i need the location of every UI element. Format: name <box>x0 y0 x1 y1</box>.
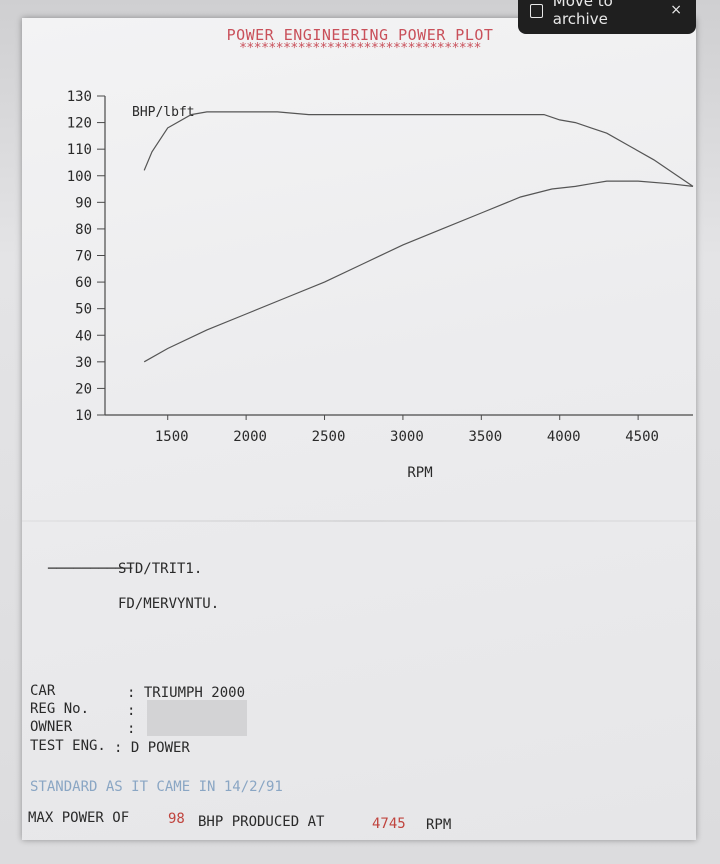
reg-label: REG No. <box>30 701 90 717</box>
max-power-suffix: RPM <box>426 817 452 833</box>
close-icon[interactable]: × <box>670 2 682 18</box>
archive-icon <box>530 4 543 18</box>
max-power-rpm: 4745 <box>372 816 406 832</box>
y-tick-label: 110 <box>67 142 92 158</box>
x-tick-label: 2000 <box>233 429 267 445</box>
x-tick-label: 4500 <box>625 429 659 445</box>
y-tick-label: 90 <box>75 195 92 211</box>
series-line-2 <box>143 180 694 363</box>
x-tick-label: 3000 <box>390 429 424 445</box>
car-label: CAR <box>30 683 56 699</box>
y-tick-label: 50 <box>75 302 92 318</box>
y-tick-label: 120 <box>67 116 92 132</box>
y-tick-label: 20 <box>75 381 92 397</box>
y-tick-label: 100 <box>67 169 92 185</box>
car-value: : TRIUMPH 2000 <box>127 685 246 701</box>
y-tick-label: 60 <box>75 275 92 291</box>
reg-value: : <box>127 703 136 719</box>
legend-line2: FD/MERVYNTU. <box>118 596 220 612</box>
max-power-prefix: MAX POWER OF <box>28 810 130 826</box>
y-tick-label: 40 <box>75 328 92 344</box>
paper-fold <box>22 520 696 522</box>
dyno-printout <box>22 18 696 840</box>
y-tick-label: 130 <box>67 89 92 105</box>
test-note: STANDARD AS IT CAME IN 14/2/91 <box>30 779 283 795</box>
x-tick-label: 1500 <box>155 429 189 445</box>
test-eng-value: : D POWER <box>114 740 190 756</box>
owner-value: : <box>127 721 136 737</box>
y-tick-label: 70 <box>75 249 92 265</box>
x-tick-label: 4000 <box>547 429 581 445</box>
max-power-value: 98 <box>168 811 185 827</box>
y-tick-label: 80 <box>75 222 92 238</box>
x-axis-label: RPM <box>407 465 432 481</box>
max-power-middle: BHP PRODUCED AT <box>198 814 325 830</box>
series-line-1 <box>143 111 694 187</box>
y-tick-label: 10 <box>75 408 92 424</box>
owner-label: OWNER <box>30 719 73 735</box>
y-axis-label: BHP/lbft <box>132 105 195 120</box>
legend-line1: STD/TRIT1. <box>118 561 203 577</box>
title-underline: ********************************* <box>239 41 481 56</box>
archive-toast[interactable]: Move to archive × <box>518 0 696 34</box>
y-tick-label: 30 <box>75 355 92 371</box>
archive-label[interactable]: Move to archive <box>552 0 613 28</box>
legend-swatch: ────────── <box>48 561 133 577</box>
x-tick-label: 3500 <box>468 429 502 445</box>
test-eng-label: TEST ENG. <box>30 738 106 754</box>
redaction-block <box>147 700 247 736</box>
x-tick-label: 2500 <box>312 429 346 445</box>
chart-title: POWER ENGINEERING POWER PLOT <box>226 26 494 44</box>
